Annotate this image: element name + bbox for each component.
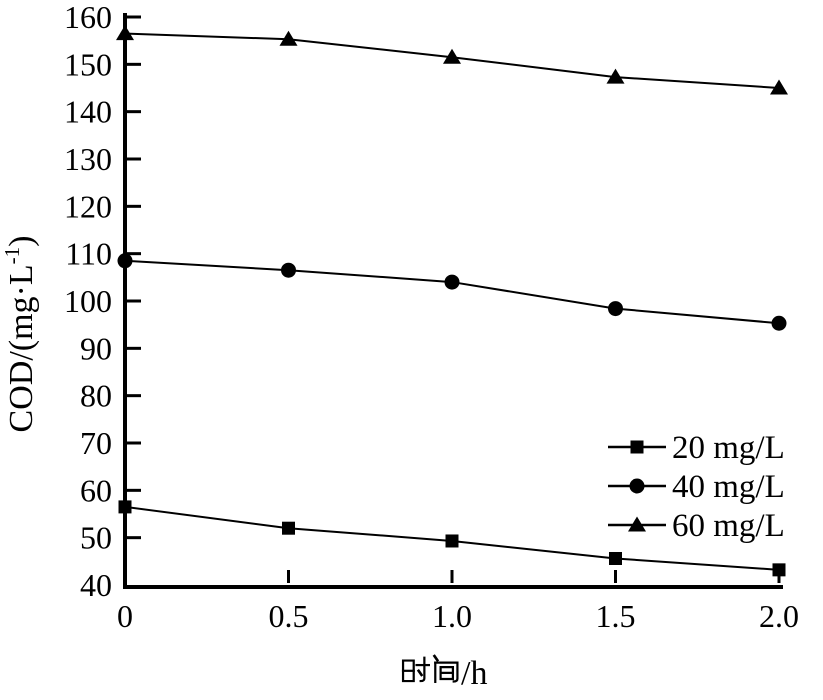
series-20-mg-l: [118, 500, 786, 577]
legend-item-40-mg-l: 40 mg/L: [608, 469, 785, 505]
series-60-mg-l: [116, 25, 788, 95]
triangle-marker: [443, 48, 461, 64]
square-marker: [772, 563, 786, 577]
triangle-marker: [628, 516, 646, 532]
y-axis-ticks: [127, 15, 141, 540]
y-axis-label-close: ): [3, 236, 40, 247]
circle-marker: [771, 315, 787, 331]
triangle-marker: [770, 79, 788, 95]
xlabel-cjk-jian-character: [432, 654, 459, 683]
legend-item-60-mg-l: 60 mg/L: [608, 508, 785, 544]
y-tick-label: 100: [64, 283, 112, 319]
y-axis-label: COD/(mg·L-1): [0, 236, 40, 433]
x-axis-ticks: [287, 570, 781, 583]
y-axis-label-main: COD/(mg·L: [3, 264, 40, 432]
x-axis-label: /h: [401, 654, 487, 692]
axes: [123, 13, 783, 589]
square-marker: [609, 551, 622, 565]
y-tick-label: 150: [64, 46, 112, 82]
triangle-marker: [606, 68, 625, 84]
data-series: [116, 25, 788, 577]
circle-marker: [281, 262, 296, 278]
y-tick-label: 40: [80, 567, 112, 603]
triangle-marker: [279, 30, 298, 46]
square-marker: [118, 500, 132, 514]
circle-marker: [444, 274, 460, 290]
legend-item-60-mg-l-label: 60 mg/L: [672, 508, 785, 544]
series-40-mg-l: [117, 253, 787, 331]
y-tick-label: 110: [65, 236, 112, 272]
y-tick-label: 130: [64, 141, 112, 177]
y-tick-label: 140: [64, 94, 112, 130]
x-tick-label: 0.5: [269, 598, 309, 634]
square-marker: [282, 521, 295, 535]
square-marker: [630, 440, 644, 454]
legend-item-20-mg-l: 20 mg/L: [608, 430, 785, 466]
series-40-mg-l-line: [124, 259, 780, 325]
y-tick-label: 80: [80, 378, 112, 414]
legend-item-40-mg-l-label: 40 mg/L: [672, 469, 785, 505]
x-axis-tick-labels: 0 0.5 1.0 1.5 2.0: [117, 598, 799, 634]
square-marker: [445, 534, 459, 548]
y-tick-label: 70: [80, 425, 112, 461]
x-axis-label-latin: /h: [461, 655, 487, 692]
xlabel-cjk-shi-character: [401, 656, 430, 683]
circle-marker: [117, 253, 133, 269]
y-tick-label: 50: [80, 520, 112, 556]
x-tick-label: 1.0: [432, 598, 472, 634]
triangle-marker: [116, 25, 134, 41]
circle-marker: [608, 301, 623, 317]
legend: 20 mg/L40 mg/L60 mg/L: [608, 430, 785, 544]
x-tick-label: 1.5: [596, 598, 636, 634]
y-tick-label: 60: [80, 472, 112, 508]
y-axis-tick-labels: 40 50 60 70 80 90 100 110 120 130 140 150 160: [64, 0, 112, 603]
y-tick-label: 90: [80, 330, 112, 366]
legend-item-20-mg-l-label: 20 mg/L: [672, 430, 785, 466]
y-tick-label: 120: [64, 188, 112, 224]
y-axis-label-superscript: -1: [0, 247, 24, 265]
circle-marker: [629, 478, 645, 494]
y-tick-label: 160: [64, 0, 112, 35]
x-tick-label: 0: [117, 598, 133, 634]
x-tick-label: 2.0: [759, 598, 799, 634]
